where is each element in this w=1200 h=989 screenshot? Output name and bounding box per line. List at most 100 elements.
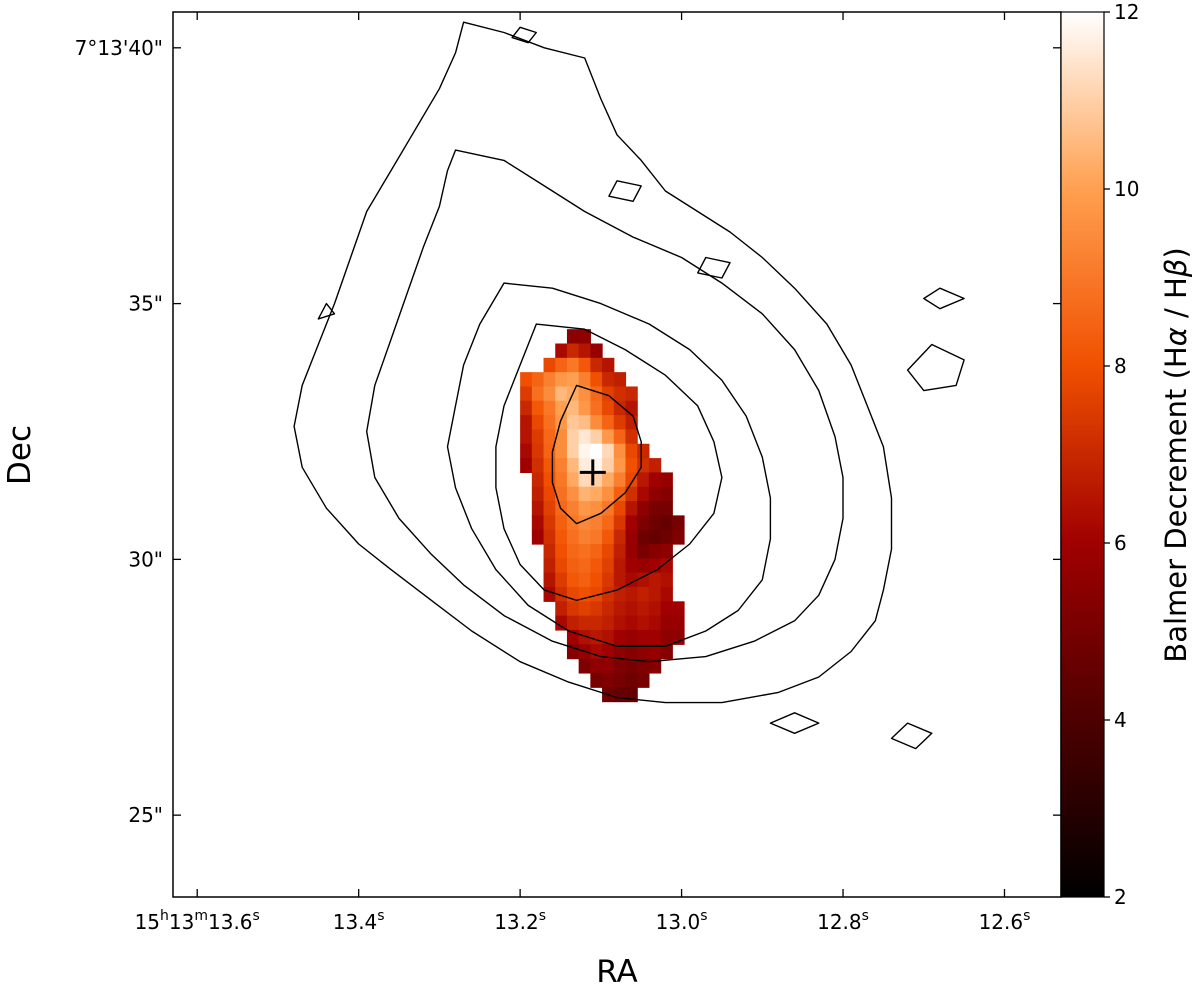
heatmap-cell [543,515,556,531]
heatmap-cell [602,672,615,688]
heatmap-cell [590,658,603,674]
heatmap-cell [602,472,615,488]
heatmap-cell [613,486,627,502]
heatmap-cell [578,486,591,502]
heatmap-cell [531,372,545,388]
heatmap-cell [578,343,591,359]
heatmap-cell [543,572,556,588]
heatmap-cell [637,629,650,645]
heatmap-cell [578,357,591,373]
heatmap-cell [637,486,650,502]
heatmap-cell [625,586,638,602]
heatmap-cell [637,529,650,545]
heatmap-cell [637,572,650,588]
heatmap-cell [625,472,638,488]
x-tick-label: 13.2s [494,908,546,934]
heatmap-cell [660,529,673,545]
heatmap-cell [613,443,627,459]
heatmap-cell [531,400,545,416]
heatmap-cell [602,644,615,660]
heatmap-cell [531,501,545,516]
heatmap-cell [578,586,591,602]
heatmap-cell [590,586,603,602]
heatmap-cell [660,586,673,602]
heatmap-cell [555,544,568,559]
heatmap-cell [602,629,615,645]
heatmap-cell [613,501,627,516]
heatmap-cell [625,400,638,416]
heatmap-cell [613,429,627,445]
heatmap-cell [578,400,591,416]
heatmap-cell [566,343,580,359]
heatmap-cell [648,458,662,474]
heatmap-cell [625,558,638,574]
heatmap-cell [566,415,580,431]
contour-inner [551,384,642,525]
heatmap-cell [578,544,591,559]
heatmap-cell [543,501,556,516]
heatmap-cell [613,415,627,431]
heatmap-cell [637,558,650,574]
heatmap-cell [602,415,615,431]
heatmap-cell [613,615,627,631]
heatmap-cell [672,615,685,631]
x-tick-label: 13.4s [333,908,385,934]
heatmap-cell [555,615,568,631]
y-axis-ticks: 7°13'40" 35" 30" 25" [75,36,1061,827]
heatmap-cell [625,486,638,502]
heatmap-cell [660,501,673,516]
heatmap-cell [520,386,533,402]
heatmap-cell [590,501,603,516]
heatmap-cell [578,658,591,674]
heatmap-cell [578,429,591,445]
colorbar-tick-label: 6 [1114,531,1127,555]
heatmap-cell [578,386,591,402]
heatmap-cell [590,415,603,431]
heatmap-cell [566,357,580,373]
heatmap-cell [660,601,673,617]
heatmap-cell [613,372,627,388]
heatmap-cell [590,386,603,402]
contour-overlay [293,21,965,750]
heatmap-cell [648,644,662,660]
heatmap-cell [602,658,615,674]
heatmap-cell [520,458,533,474]
heatmap-cell [578,629,591,645]
heatmap-cell [566,529,580,545]
contour-knot-h [769,712,820,734]
heatmap-cell [602,486,615,502]
heatmap-cell [660,486,673,502]
heatmap-cell [613,629,627,645]
heatmap-cell [531,529,545,545]
heatmap-cell [648,544,662,559]
heatmap-cell [602,529,615,545]
heatmap-cell [590,572,603,588]
heatmap-cell [578,615,591,631]
heatmap-cell [637,644,650,660]
heatmap-cell [555,515,568,531]
heatmap-cell [555,372,568,388]
heatmap-cell [555,443,568,459]
heatmap-cell [590,672,603,688]
contour-third [446,282,772,647]
heatmap-cell [648,658,662,674]
heatmap-cell [625,644,638,660]
heatmap-cell [543,472,556,488]
heatmap-cell [578,415,591,431]
heatmap-cell [648,515,662,531]
contour-second [366,149,844,663]
heatmap-cell [555,357,568,373]
colorbar-label: Balmer Decrement (Hα / Hβ) [1159,247,1193,662]
heatmap-cell [543,486,556,502]
contour-knot-g [890,722,933,750]
heatmap-cell [566,372,580,388]
colorbar-tick-label: 2 [1114,885,1127,909]
heatmap-cell [578,472,591,488]
heatmap-cell [637,615,650,631]
colorbar-tick-label: 10 [1114,177,1139,201]
contour-outer [293,21,893,704]
heatmap-cell [578,501,591,516]
x-axis-label: RA [596,954,638,989]
heatmap-cell [531,472,545,488]
heatmap-cell [555,529,568,545]
